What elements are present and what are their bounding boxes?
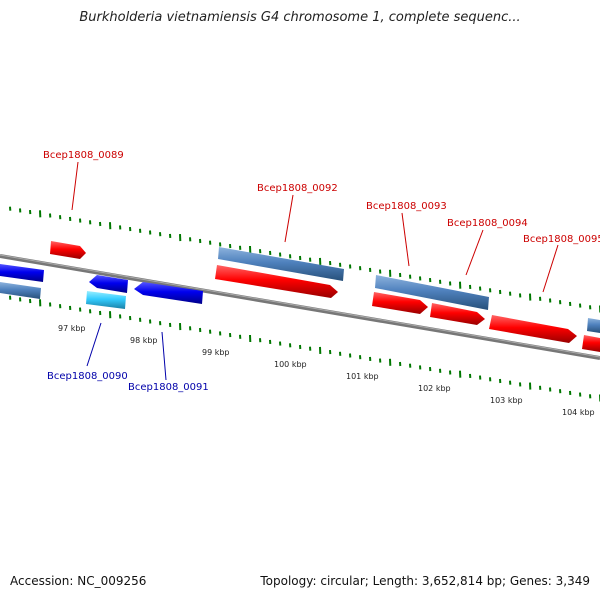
- scale-label: 98 kbp: [130, 336, 158, 345]
- scale-label: 102 kbp: [418, 384, 451, 393]
- reverse-cds-feature[interactable]: [0, 264, 44, 282]
- forward-leader-lines: [71, 161, 559, 293]
- scale-label: 103 kbp: [490, 396, 523, 405]
- forward-cds-track: [50, 241, 600, 352]
- highlighted-gene-feature[interactable]: [86, 291, 126, 309]
- leader-line-0095: [542, 244, 559, 293]
- reverse-cds-feature[interactable]: [89, 275, 128, 293]
- forward-cds-feature[interactable]: [430, 303, 485, 325]
- tick-row-bottom: [9, 295, 600, 402]
- gene-feature[interactable]: [218, 247, 344, 281]
- forward-cds-feature[interactable]: [489, 315, 577, 343]
- gene-label-bcep1808-0094[interactable]: Bcep1808_0094: [447, 218, 528, 229]
- gene-label-bcep1808-0092[interactable]: Bcep1808_0092: [257, 183, 338, 194]
- gene-label-bcep1808-0093[interactable]: Bcep1808_0093: [366, 201, 447, 212]
- leader-line-0089: [71, 161, 79, 211]
- leader-line-0092: [284, 194, 294, 243]
- leader-line-0090: [86, 322, 102, 367]
- gene-label-bcep1808-0091[interactable]: Bcep1808_0091: [128, 382, 209, 393]
- leader-line-0093: [401, 212, 410, 267]
- gene-feature[interactable]: [375, 275, 489, 310]
- leader-line-0094: [465, 229, 484, 276]
- scale-label: 97 kbp: [58, 324, 86, 333]
- scale-label: 101 kbp: [346, 372, 379, 381]
- scale-labels: 97 kbp 98 kbp 99 kbp 100 kbp 101 kbp 102 kbp 1…: [58, 324, 595, 417]
- scale-label: 100 kbp: [274, 360, 307, 369]
- gene-label-bcep1808-0089[interactable]: Bcep1808_0089: [43, 150, 124, 161]
- accession-text: Accession: NC_009256: [10, 574, 147, 588]
- leader-line-0091: [161, 331, 167, 381]
- scale-label: 104 kbp: [562, 408, 595, 417]
- map-title: Burkholderia vietnamiensis G4 chromosome…: [79, 10, 521, 25]
- tick-row-top: [9, 206, 600, 313]
- forward-cds-feature[interactable]: [50, 241, 86, 259]
- backbone-track-highlight: [0, 254, 600, 358]
- backbone-track: [0, 254, 600, 360]
- gene-label-bcep1808-0095[interactable]: Bcep1808_0095: [523, 234, 600, 245]
- forward-cds-feature[interactable]: [582, 335, 600, 352]
- gene-label-bcep1808-0090[interactable]: Bcep1808_0090: [47, 371, 128, 382]
- forward-cds-feature[interactable]: [215, 265, 338, 298]
- reverse-cds-feature[interactable]: [134, 282, 203, 304]
- gene-feature[interactable]: [587, 318, 600, 333]
- gene-track: [0, 247, 600, 333]
- reverse-leader-lines: [86, 322, 167, 381]
- scale-label: 99 kbp: [202, 348, 230, 357]
- genome-summary-text: Topology: circular; Length: 3,652,814 bp…: [260, 574, 590, 588]
- gene-feature[interactable]: [0, 282, 41, 299]
- forward-cds-feature[interactable]: [372, 292, 428, 314]
- reverse-cds-track: [0, 264, 203, 304]
